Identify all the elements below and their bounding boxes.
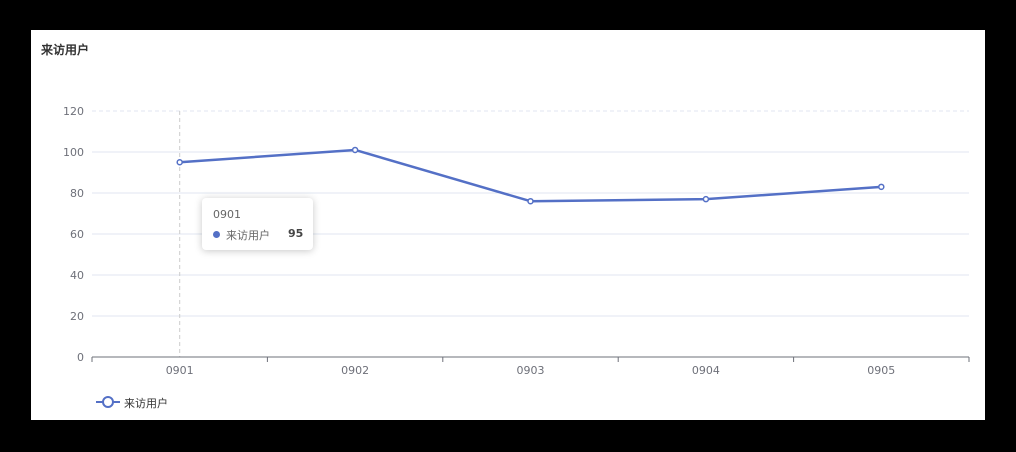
chart-title: 来访用户	[41, 43, 90, 57]
tooltip-series-marker	[213, 231, 220, 238]
y-tick-label: 20	[70, 310, 84, 323]
data-point	[351, 146, 359, 154]
legend-line-icon	[96, 396, 120, 408]
legend-label: 来访用户	[124, 397, 168, 410]
legend-item[interactable]: 来访用户	[96, 394, 168, 410]
tooltip-title: 0901	[213, 208, 241, 221]
y-tick-label: 100	[63, 146, 84, 159]
tooltip-series-name: 来访用户	[226, 229, 270, 242]
data-point	[878, 183, 885, 191]
tooltip-value: 95	[288, 227, 304, 240]
x-tick-label: 0903	[517, 364, 545, 377]
y-tick-label: 0	[77, 351, 84, 364]
y-tick-label: 40	[70, 269, 84, 282]
y-tick-label: 80	[70, 187, 84, 200]
y-tick-label: 60	[70, 228, 84, 241]
x-tick-label: 0905	[867, 364, 895, 377]
tooltip: 0901 来访用户 95	[202, 198, 313, 250]
x-tick-label: 0902	[341, 364, 369, 377]
x-tick-label: 0901	[166, 364, 194, 377]
x-tick-label: 0904	[692, 364, 720, 377]
data-point	[527, 197, 534, 205]
line-chart: 0 20 40 60 80 100 120 0901 0902 0903 0904 0905	[63, 105, 970, 377]
y-tick-label: 120	[63, 105, 84, 118]
data-point	[702, 195, 710, 203]
chart-panel: 来访用户 0 20 40 60 80 100 120 0901 0902 0903 0904 0905…	[31, 30, 985, 420]
series-line	[179, 148, 882, 203]
data-point	[176, 159, 183, 166]
